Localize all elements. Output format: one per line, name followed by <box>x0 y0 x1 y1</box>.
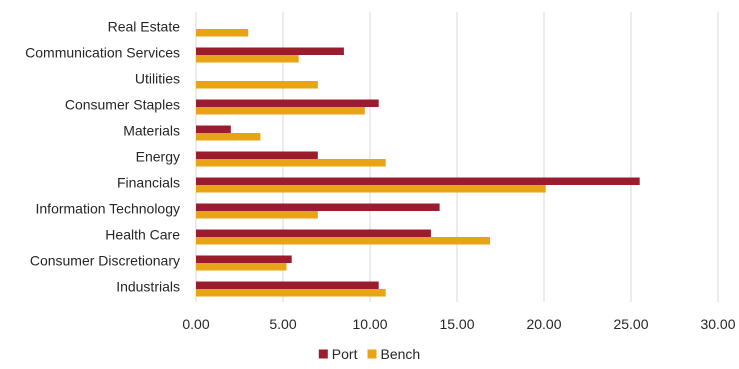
category-label: Financials <box>117 175 180 191</box>
legend: Port Bench <box>318 346 420 362</box>
bar-bench-consumer-discretionary <box>196 263 287 271</box>
bar-bench-financials <box>196 185 546 193</box>
x-tick-label: 10.00 <box>352 316 387 332</box>
x-tick-label: 5.00 <box>269 316 296 332</box>
legend-label-port: Port <box>332 346 358 362</box>
category-label: Communication Services <box>25 45 180 61</box>
category-label: Health Care <box>105 227 180 243</box>
category-label: Industrials <box>116 279 180 295</box>
x-tick-label: 15.00 <box>439 316 474 332</box>
bar-port-health-care <box>196 229 431 237</box>
legend-swatch-port <box>318 349 328 359</box>
bar-bench-utilities <box>196 81 318 89</box>
bar-bench-communication-services <box>196 55 299 63</box>
x-tick-label: 0.00 <box>182 316 209 332</box>
bar-port-materials <box>196 125 231 133</box>
x-tick-label: 25.00 <box>613 316 648 332</box>
bars <box>196 29 640 297</box>
bar-port-communication-services <box>196 47 344 55</box>
category-label: Real Estate <box>108 19 181 35</box>
bar-port-consumer-discretionary <box>196 255 292 263</box>
bar-port-information-technology <box>196 203 440 211</box>
category-label: Consumer Staples <box>65 97 180 113</box>
category-label: Utilities <box>135 71 180 87</box>
x-tick-label: 20.00 <box>526 316 561 332</box>
x-tick-label: 30.00 <box>700 316 735 332</box>
legend-swatch-bench <box>367 349 377 359</box>
bar-bench-industrials <box>196 289 386 297</box>
bar-port-energy <box>196 151 318 159</box>
category-label: Energy <box>136 149 180 165</box>
bar-bench-information-technology <box>196 211 318 219</box>
bar-port-industrials <box>196 281 379 289</box>
bar-port-financials <box>196 177 640 185</box>
category-labels: Real Estate Communication Services Utiliti… <box>25 19 180 295</box>
bar-bench-energy <box>196 159 386 167</box>
x-axis-tick-labels: 0.00 5.00 10.00 15.00 20.00 25.00 30.00 <box>182 316 735 332</box>
bar-bench-materials <box>196 133 261 141</box>
bar-bench-consumer-staples <box>196 107 365 115</box>
bar-port-consumer-staples <box>196 99 379 107</box>
category-label: Consumer Discretionary <box>30 253 180 269</box>
bar-bench-health-care <box>196 237 491 245</box>
category-label: Materials <box>123 123 180 139</box>
category-label: Information Technology <box>36 201 181 217</box>
bar-bench-real-estate <box>196 29 249 37</box>
legend-label-bench: Bench <box>380 346 420 362</box>
